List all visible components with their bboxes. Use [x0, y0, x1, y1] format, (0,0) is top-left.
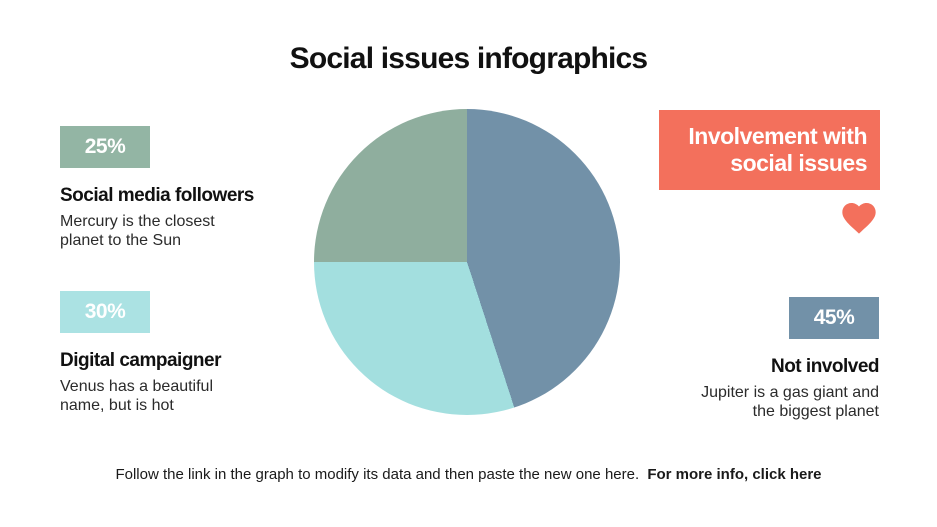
legend-heading: Social media followers	[60, 185, 254, 206]
legend-heading: Not involved	[770, 356, 880, 377]
page-title: Social issues infographics	[289, 42, 648, 75]
footer-note: Follow the link in the graph to modify i…	[0, 466, 937, 483]
footer-text: Follow the link in the graph to modify i…	[115, 466, 640, 483]
legend-heading: Digital campaigner	[60, 350, 222, 371]
legend-item-not-involved: 45% Not involved Jupiter is a gas giant …	[639, 297, 880, 421]
percent-badge: 25%	[60, 126, 150, 168]
legend-description: Mercury is the closest planet to the Sun	[60, 213, 215, 249]
percent-badge: 45%	[789, 297, 879, 339]
chart-title-banner: Involvement with social issues	[659, 110, 880, 190]
legend-item-social-media-followers: 25% Social media followers Mercury is th…	[60, 126, 290, 250]
pie-chart	[314, 109, 620, 415]
percent-badge: 30%	[60, 291, 150, 333]
footer-more-info-link[interactable]: For more info, click here	[647, 466, 822, 483]
legend-item-digital-campaigner: 30% Digital campaigner Venus has a beaut…	[60, 291, 290, 415]
legend-description: Jupiter is a gas giant and the biggest p…	[701, 384, 879, 420]
heart-icon	[838, 198, 880, 238]
legend-description: Venus has a beautiful name, but is hot	[60, 378, 214, 414]
